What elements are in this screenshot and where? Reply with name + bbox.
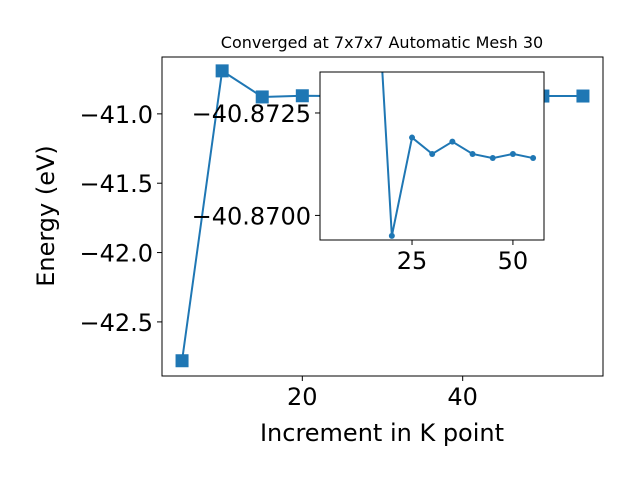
marker <box>175 354 189 368</box>
y-tick-label: −40.8725 <box>192 100 311 128</box>
y-tick-label: −41.5 <box>79 170 153 198</box>
x-tick-label: 20 <box>287 383 318 411</box>
x-tick-label: 50 <box>498 247 529 275</box>
marker <box>489 155 496 162</box>
marker <box>295 89 309 103</box>
marker <box>469 150 476 157</box>
x-tick-label: 40 <box>447 383 478 411</box>
marker <box>409 134 416 141</box>
y-tick-label: −42.5 <box>79 309 153 337</box>
marker <box>449 138 456 145</box>
marker <box>530 155 537 162</box>
marker <box>509 150 516 157</box>
axes-frame <box>161 56 604 377</box>
axes-frame <box>319 71 545 241</box>
marker <box>255 90 269 104</box>
y-axis-label: Energy (eV) <box>32 145 60 287</box>
x-tick-label: 25 <box>397 247 428 275</box>
chart-title: Converged at 7x7x7 Automatic Mesh 30 <box>221 33 543 52</box>
y-tick-label: −40.8700 <box>192 202 311 230</box>
marker <box>429 150 436 157</box>
y-tick-label: −41.0 <box>79 101 153 129</box>
plot-clip <box>381 72 537 239</box>
marker <box>215 64 229 78</box>
y-tick-label: −42.0 <box>79 240 153 268</box>
marker <box>576 89 590 103</box>
marker <box>388 232 395 239</box>
x-axis-label: Increment in K point <box>260 419 504 447</box>
